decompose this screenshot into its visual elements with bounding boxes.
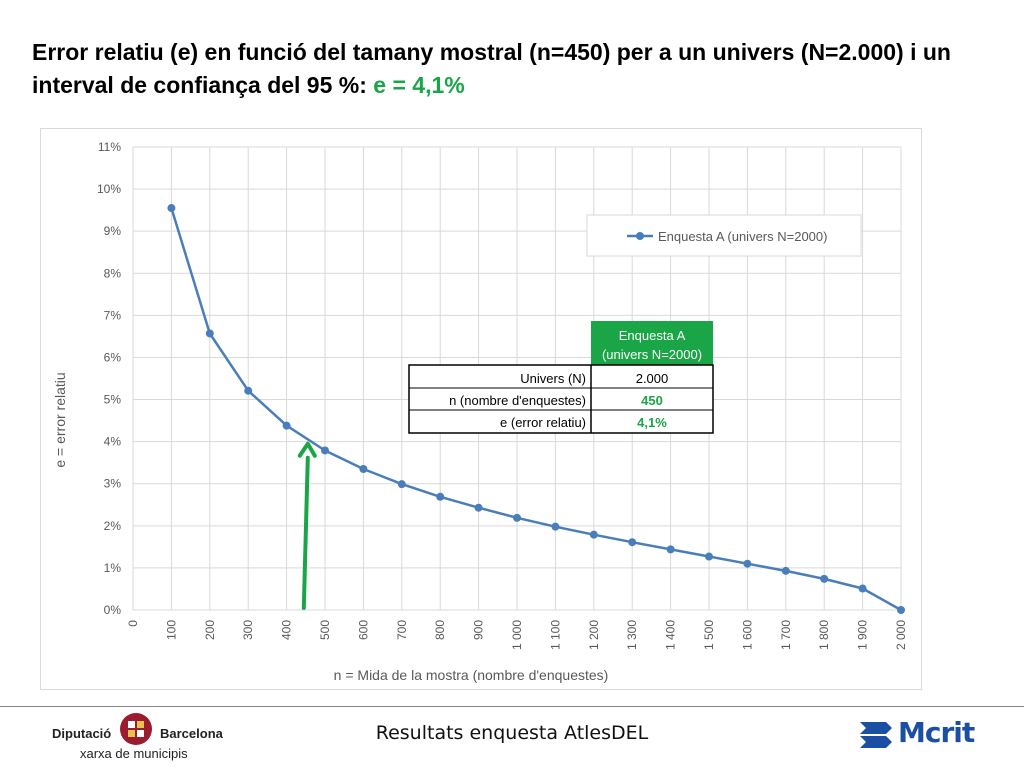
- data-point: [436, 492, 445, 501]
- x-tick-label: 1 300: [625, 620, 639, 650]
- x-axis-label: n = Mida de la mostra (nombre d'enqueste…: [334, 667, 609, 683]
- table-row-label: n (nombre d'enquestes): [449, 393, 586, 408]
- footer-title: Resultats enquesta AtlesDEL: [375, 722, 649, 744]
- x-tick-label: 500: [318, 620, 332, 640]
- x-tick-label: 0: [126, 620, 140, 627]
- y-tick-label: 11%: [98, 140, 121, 154]
- y-tick-label: 3%: [104, 477, 122, 491]
- x-tick-label: 200: [203, 620, 217, 640]
- y-tick-label: 5%: [104, 393, 122, 407]
- y-tick-labels: 0% 1% 2% 3% 4% 5% 6% 7% 8% 9% 10% 11%: [97, 140, 121, 617]
- y-tick-label: 2%: [104, 519, 122, 533]
- x-tick-label: 100: [164, 620, 178, 640]
- x-tick-label: 2 000: [894, 620, 908, 650]
- y-tick-label: 1%: [104, 561, 122, 575]
- data-point: [743, 559, 752, 568]
- data-point: [897, 606, 905, 614]
- table-row-label: Univers (N): [520, 371, 586, 386]
- x-tick-label: 400: [280, 620, 294, 640]
- table-header-line2: (univers N=2000): [602, 347, 702, 362]
- arrow-head: [297, 441, 317, 458]
- data-point: [551, 522, 560, 531]
- title-main: Error relatiu (e) en funció del tamany m…: [32, 39, 951, 98]
- page-title: Error relatiu (e) en funció del tamany m…: [32, 36, 992, 102]
- x-tick-label: 1 500: [702, 620, 716, 650]
- x-tick-label: 1 900: [856, 620, 870, 650]
- data-point: [282, 421, 291, 430]
- data-point: [474, 503, 483, 512]
- data-point: [589, 530, 598, 539]
- series-polyline: [170, 207, 902, 612]
- title-highlight: e = 4,1%: [373, 72, 465, 98]
- data-point: [858, 584, 867, 593]
- logo-word-barcelona: Barcelona: [160, 726, 223, 741]
- x-tick-labels: 0 100 200 300 400 500 600 700 800 900 1 000 1 100 1 …: [126, 620, 908, 650]
- data-point: [167, 204, 176, 213]
- legend-marker: [636, 232, 644, 240]
- x-tick-label: 600: [356, 620, 370, 640]
- y-tick-label: 7%: [104, 308, 122, 322]
- x-tick-label: 1 200: [587, 620, 601, 650]
- y-tick-label: 6%: [104, 350, 122, 364]
- mcrit-arrows-icon: [860, 722, 892, 748]
- data-point: [705, 552, 713, 561]
- x-tick-label: 1 100: [548, 620, 562, 650]
- data-point: [628, 538, 637, 547]
- summary-table: Enquesta A (univers N=2000) Univers (N) …: [408, 321, 714, 434]
- data-point: [781, 566, 790, 575]
- data-point: [244, 386, 253, 395]
- logo-word-diputacio: Diputació: [52, 726, 112, 741]
- legend-label: Enquesta A (univers N=2000): [658, 229, 827, 244]
- table-row-label: e (error relatiu): [500, 415, 586, 430]
- table-header-line1: Enquesta A: [619, 328, 686, 343]
- x-tick-label: 700: [395, 620, 409, 640]
- diputacio-logo: Diputació Barcelona xarxa de municipis: [52, 712, 232, 762]
- data-point: [820, 574, 829, 583]
- y-tick-label: 4%: [104, 435, 122, 449]
- error-chart: 0% 1% 2% 3% 4% 5% 6% 7% 8% 9% 10% 11% 0 100 200 300 400…: [52, 140, 908, 683]
- series-line: [167, 204, 905, 614]
- x-tick-label: 1 400: [664, 620, 678, 650]
- arrow-shaft: [301, 455, 310, 610]
- y-tick-label: 8%: [104, 266, 122, 280]
- chart-area: 0% 1% 2% 3% 4% 5% 6% 7% 8% 9% 10% 11% 0 100 200 300 400…: [40, 128, 922, 690]
- x-tick-label: 800: [433, 620, 447, 640]
- y-tick-label: 10%: [97, 182, 121, 196]
- logo-subtitle: xarxa de municipis: [80, 746, 188, 761]
- seal-icon: [120, 713, 152, 745]
- data-point: [205, 329, 214, 338]
- footer-divider: [0, 706, 1024, 707]
- data-point: [513, 513, 521, 522]
- y-tick-label: 9%: [104, 224, 122, 238]
- data-point: [397, 480, 406, 489]
- table-header-cell: [591, 321, 713, 366]
- x-tick-label: 300: [241, 620, 255, 640]
- y-tick-label: 0%: [104, 603, 122, 617]
- x-tick-label: 1 600: [740, 620, 754, 650]
- table-row-value: 4,1%: [637, 415, 667, 430]
- x-tick-label: 900: [472, 620, 486, 640]
- legend: Enquesta A (univers N=2000): [586, 214, 862, 257]
- x-tick-label: 1 800: [817, 620, 831, 650]
- x-tick-label: 1 700: [779, 620, 793, 650]
- y-axis-label: e = error relatiu: [52, 372, 68, 467]
- mcrit-wordmark: Mcrit: [898, 716, 975, 749]
- x-tick-label: 1 000: [510, 620, 524, 650]
- data-point: [359, 464, 368, 473]
- data-point: [666, 545, 675, 554]
- highlight-arrow: [297, 441, 317, 610]
- table-row-value: 450: [641, 393, 663, 408]
- table-row-value: 2.000: [636, 371, 669, 386]
- mcrit-logo: Mcrit: [860, 716, 980, 752]
- data-point: [321, 446, 329, 455]
